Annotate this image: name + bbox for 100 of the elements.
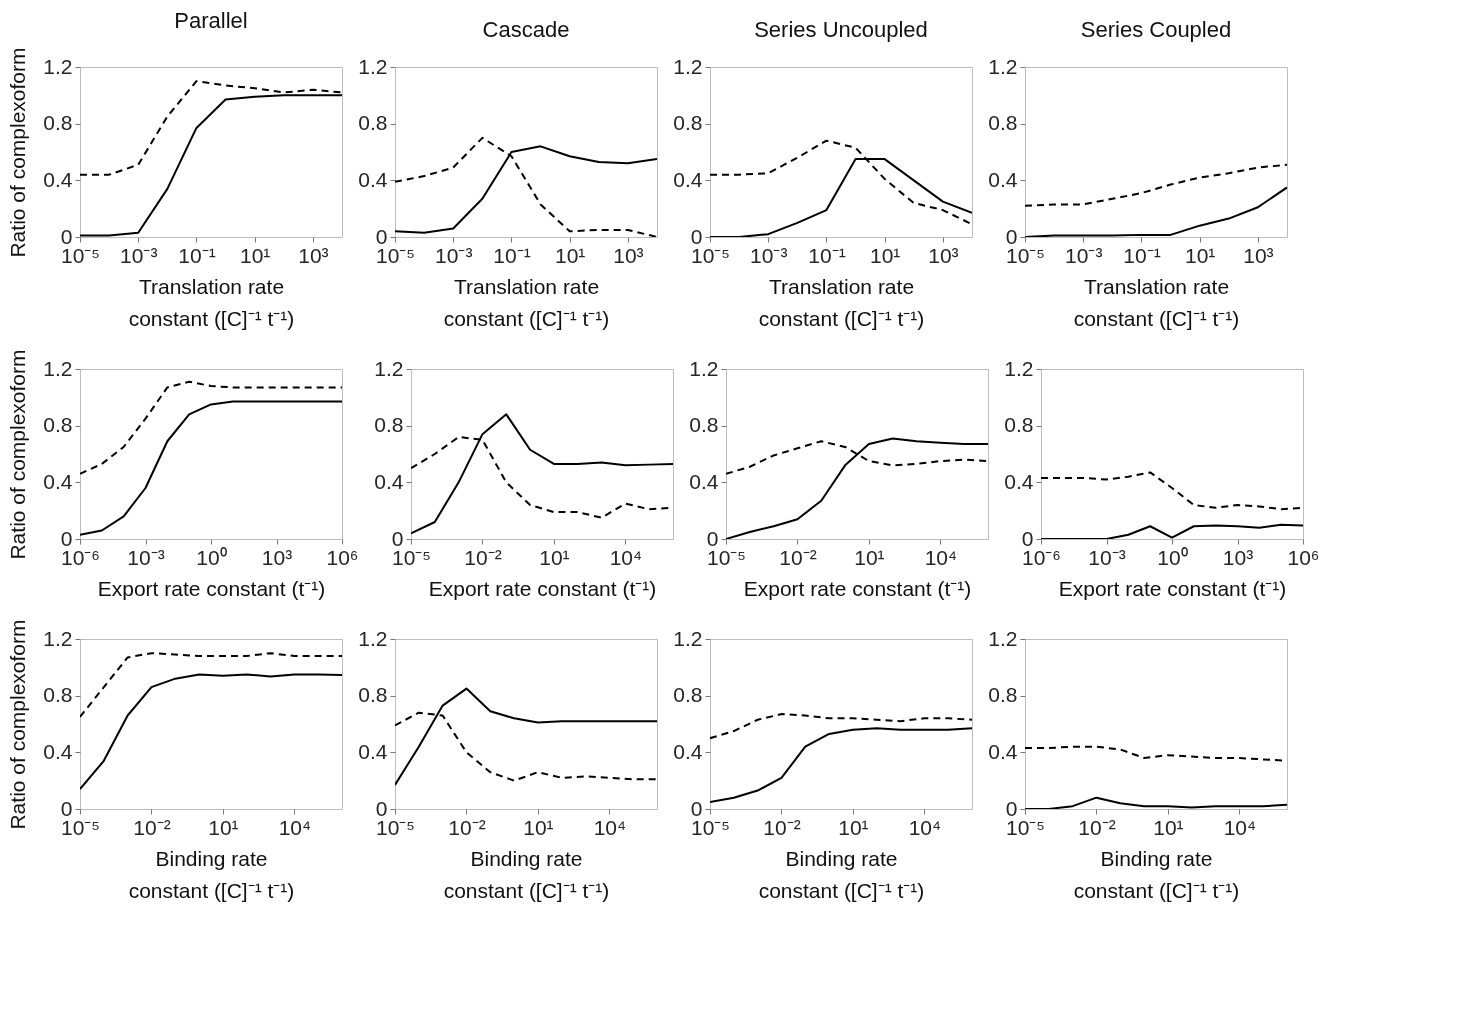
x-tick-label: 10³ — [928, 243, 959, 267]
x-tick-label: 10¹ — [869, 243, 901, 267]
x-tick-label: 10³ — [261, 545, 293, 569]
chart-title: Series Uncoupled — [754, 17, 928, 42]
y-axis-title: Ratio of complexoform — [6, 619, 30, 830]
line-series — [1025, 796, 1287, 809]
x-tick-label: 10⁻¹ — [1123, 243, 1161, 267]
x-tick-label: 10⁻³ — [127, 545, 165, 569]
x-tick-label: 10⁻² — [763, 815, 801, 839]
x-tick-label: 10⁻³ — [435, 243, 473, 267]
y-tick-label: 0.8 — [358, 683, 388, 707]
line-series — [80, 400, 342, 536]
y-tick-label: 0.4 — [988, 739, 1018, 763]
x-tick-label: 10⁴ — [924, 545, 958, 569]
x-tick-label: 10⁻¹ — [493, 243, 531, 267]
line-series — [411, 413, 673, 535]
y-tick-label: 0.4 — [358, 739, 388, 763]
line-series — [710, 727, 972, 803]
x-axis-title: Binding rate constant ([C]⁻¹ t⁻¹) — [443, 846, 610, 902]
x-tick-label: 10¹ — [1184, 243, 1216, 267]
x-tick-label: 10⁻² — [1078, 815, 1116, 839]
line-series — [1041, 471, 1303, 511]
y-tick-label: 1.2 — [689, 356, 719, 380]
x-tick-label: 10⁴ — [278, 815, 312, 839]
y-tick-label: 0.8 — [673, 683, 703, 707]
x-tick-label: 10⁻¹ — [178, 243, 216, 267]
x-tick-label: 10⁻³ — [120, 243, 158, 267]
y-tick-label: 0.4 — [689, 469, 719, 493]
x-tick-label: 10³ — [613, 243, 644, 267]
x-axis-title: Binding rate constant ([C]⁻¹ t⁻¹) — [128, 846, 295, 902]
y-tick-label: 0.8 — [374, 413, 404, 437]
x-tick-label: 10⁴ — [609, 545, 643, 569]
y-tick-label: 1.2 — [43, 54, 73, 78]
x-axis-title: Translation rate constant ([C]⁻¹ t⁻¹) — [1073, 274, 1240, 330]
y-tick-label: 0.8 — [988, 111, 1018, 135]
x-tick-label: 10¹ — [539, 545, 570, 569]
line-series — [726, 437, 988, 539]
x-axis-title: Translation rate constant ([C]⁻¹ t⁻¹) — [443, 274, 610, 330]
x-tick-label: 10³ — [1222, 545, 1254, 569]
y-tick-label: 0.8 — [673, 111, 703, 135]
y-tick-label: 1.2 — [1004, 356, 1034, 380]
y-tick-label: 0.8 — [988, 683, 1018, 707]
x-axis-title: Export rate constant (t⁻¹) — [97, 576, 326, 600]
line-series — [80, 673, 342, 791]
x-tick-label: 10⁻¹ — [808, 243, 846, 267]
x-tick-label: 10⁴ — [908, 815, 942, 839]
x-tick-label: 10¹ — [554, 243, 586, 267]
line-series — [710, 713, 972, 740]
x-tick-label: 10⁶ — [1287, 545, 1320, 569]
y-tick-label: 0.4 — [43, 167, 73, 191]
y-tick-label: 0.4 — [1004, 469, 1034, 493]
y-tick-label: 0.8 — [1004, 413, 1034, 437]
x-tick-label: 10¹ — [1153, 815, 1184, 839]
y-axis-title: Ratio of complexoform — [6, 47, 30, 258]
x-axis-title: Export rate constant (t⁻¹) — [428, 576, 657, 600]
y-tick-label: 0.4 — [43, 469, 73, 493]
y-axis-title: Ratio of complexoform — [6, 349, 30, 560]
y-tick-label: 0.8 — [43, 683, 73, 707]
chart-title: Series Coupled — [1080, 17, 1232, 42]
line-series — [1041, 523, 1303, 539]
line-series — [1025, 163, 1287, 207]
y-tick-label: 1.2 — [988, 54, 1018, 78]
line-series — [80, 652, 342, 718]
chart-title: Parallel — [174, 7, 248, 33]
y-tick-label: 0.4 — [673, 167, 703, 191]
x-tick-label: 10¹ — [838, 815, 869, 839]
x-tick-label: 10⁶ — [326, 545, 359, 569]
x-tick-label: 10¹ — [208, 815, 239, 839]
x-tick-label: 10⁻² — [779, 545, 817, 569]
y-tick-label: 0.4 — [988, 167, 1018, 191]
y-tick-label: 1.2 — [673, 626, 703, 650]
x-tick-label: 10⁴ — [1223, 815, 1257, 839]
y-tick-label: 0.4 — [673, 739, 703, 763]
x-tick-label: 10⁻² — [133, 815, 171, 839]
x-axis-title: Translation rate constant ([C]⁻¹ t⁻¹) — [758, 274, 925, 330]
y-tick-label: 0.8 — [358, 111, 388, 135]
chart-title: Cascade — [482, 17, 570, 42]
y-tick-label: 0.8 — [43, 111, 73, 135]
x-tick-label: 10⁰ — [1157, 545, 1188, 569]
x-tick-label: 10¹ — [239, 243, 271, 267]
x-tick-label: 10¹ — [854, 545, 885, 569]
x-tick-label: 10³ — [1243, 243, 1274, 267]
y-tick-label: 1.2 — [988, 626, 1018, 650]
y-tick-label: 0.8 — [689, 413, 719, 437]
y-tick-label: 0.4 — [374, 469, 404, 493]
y-tick-label: 1.2 — [43, 356, 73, 380]
y-tick-label: 1.2 — [43, 626, 73, 650]
x-axis-title: Export rate constant (t⁻¹) — [743, 576, 972, 600]
line-series — [80, 380, 342, 475]
x-tick-label: 10⁻² — [464, 545, 502, 569]
x-tick-label: 10⁰ — [196, 545, 227, 569]
x-tick-label: 10⁴ — [593, 815, 627, 839]
y-tick-label: 1.2 — [358, 626, 388, 650]
line-series — [1025, 186, 1287, 237]
x-tick-label: 10³ — [298, 243, 329, 267]
line-series — [395, 687, 657, 786]
y-tick-label: 0.8 — [43, 413, 73, 437]
y-tick-label: 0.4 — [43, 739, 73, 763]
x-tick-label: 10⁻³ — [1088, 545, 1126, 569]
y-tick-label: 1.2 — [358, 54, 388, 78]
